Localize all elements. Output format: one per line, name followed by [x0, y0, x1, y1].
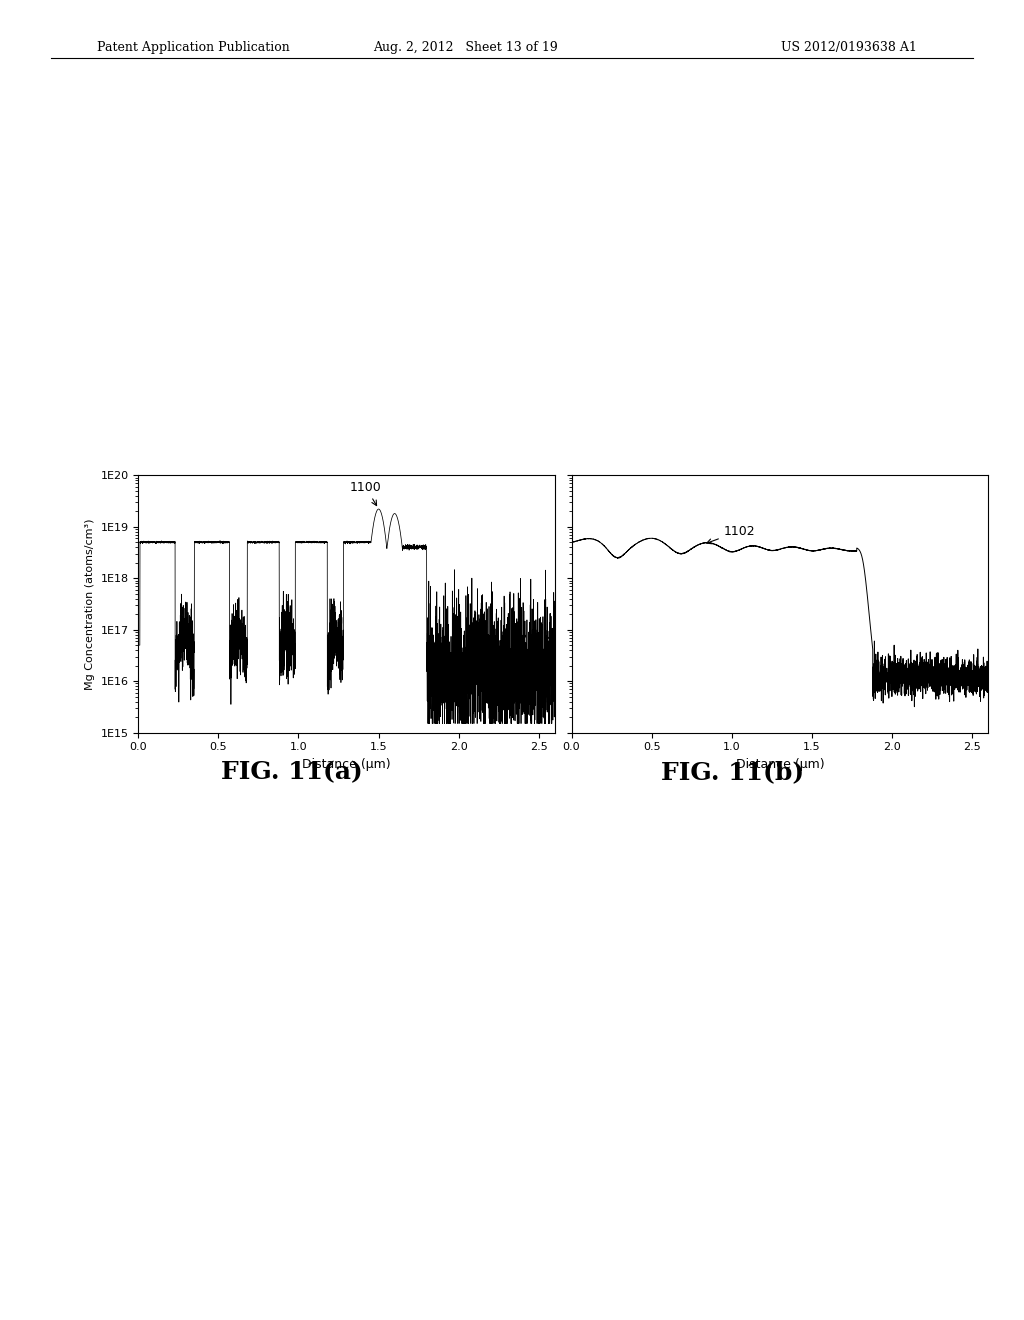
X-axis label: Distance (μm): Distance (μm) [735, 758, 824, 771]
X-axis label: Distance (μm): Distance (μm) [302, 758, 391, 771]
Text: 1102: 1102 [707, 524, 756, 544]
Text: Patent Application Publication: Patent Application Publication [97, 41, 290, 54]
Text: US 2012/0193638 A1: US 2012/0193638 A1 [780, 41, 916, 54]
Text: FIG. 11(a): FIG. 11(a) [221, 760, 362, 784]
Text: 1100: 1100 [350, 480, 382, 506]
Text: Aug. 2, 2012   Sheet 13 of 19: Aug. 2, 2012 Sheet 13 of 19 [374, 41, 558, 54]
Y-axis label: Mg Concentration (atoms/cm³): Mg Concentration (atoms/cm³) [85, 519, 95, 689]
Text: FIG. 11(b): FIG. 11(b) [660, 760, 804, 784]
